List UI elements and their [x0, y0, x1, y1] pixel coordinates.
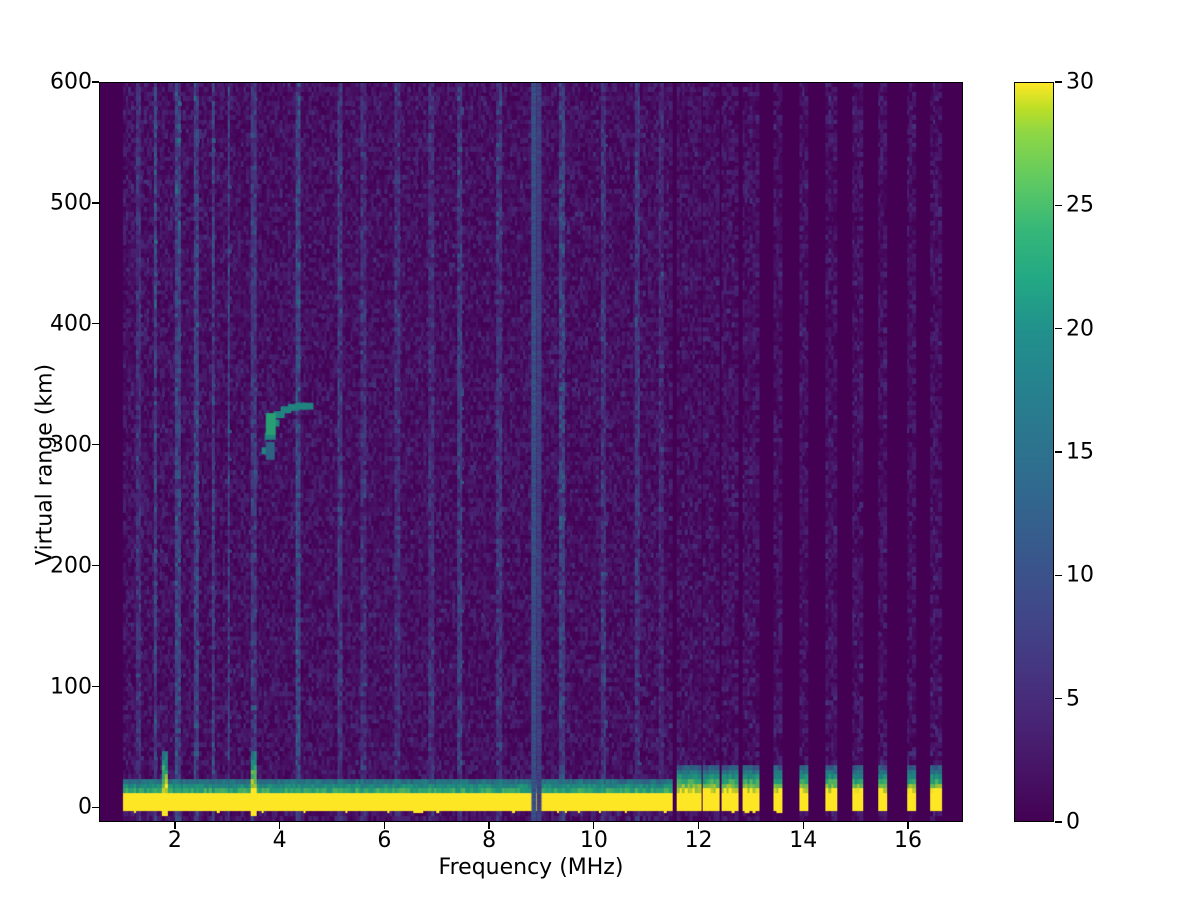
- ionogram-heatmap-canvas: [100, 83, 962, 821]
- y-axis-tick-label: 400: [50, 311, 92, 337]
- y-axis-tick-label: 200: [50, 553, 92, 579]
- y-axis-tick-label: 600: [50, 69, 92, 95]
- x-axis-tick-label: 6: [377, 828, 392, 853]
- x-axis-tick-label: 12: [684, 828, 713, 853]
- colorbar-tick-label: 25: [1066, 192, 1094, 218]
- x-axis-tick-mark: [174, 822, 176, 829]
- colorbar: [1014, 82, 1054, 822]
- colorbar-tick-label: 10: [1066, 562, 1094, 588]
- x-axis-tick-label: 4: [272, 828, 287, 853]
- y-axis-tick-mark: [92, 444, 99, 446]
- y-axis-tick-label: 500: [50, 190, 92, 216]
- colorbar-tick-mark: [1055, 81, 1062, 83]
- x-axis-tick-mark: [383, 822, 386, 829]
- ionogram-plot-area: [99, 82, 963, 822]
- colorbar-tick-label: 0: [1066, 809, 1080, 835]
- x-axis-tick-mark: [802, 822, 804, 829]
- x-axis-tick-label: 2: [167, 828, 182, 853]
- y-axis-tick-label: 300: [50, 432, 92, 458]
- x-axis-tick-mark: [907, 822, 909, 829]
- colorbar-tick-label: 20: [1066, 316, 1094, 342]
- colorbar-tick-mark: [1055, 574, 1062, 576]
- colorbar-tick-mark: [1055, 451, 1062, 453]
- x-axis-tick-mark: [593, 822, 595, 829]
- colorbar-tick-mark: [1055, 204, 1062, 206]
- colorbar-tick-label: 30: [1066, 69, 1094, 95]
- y-axis-tick-label: 0: [78, 794, 92, 820]
- colorbar-tick-label: 5: [1066, 686, 1080, 712]
- y-axis-tick-mark: [92, 685, 99, 688]
- x-axis-tick-label: 8: [482, 828, 497, 853]
- x-axis-tick-label: 14: [789, 828, 818, 853]
- x-axis-tick-label: 10: [579, 828, 608, 853]
- colorbar-tick-mark: [1055, 698, 1062, 700]
- x-axis-tick-mark: [488, 822, 490, 829]
- y-axis-tick-label: 100: [50, 674, 92, 700]
- colorbar-tick-label: 15: [1066, 439, 1094, 465]
- colorbar-tick-mark: [1055, 328, 1062, 330]
- x-axis-tick-label: 16: [894, 828, 923, 853]
- y-axis-tick-mark: [92, 323, 99, 325]
- y-axis-tick-mark: [92, 81, 99, 83]
- x-axis-tick-mark: [697, 822, 700, 829]
- y-axis-tick-mark: [92, 202, 99, 204]
- y-axis-tick-mark: [92, 806, 99, 809]
- y-axis-tick-mark: [92, 565, 99, 567]
- x-axis-label: Frequency (MHz): [438, 855, 624, 880]
- colorbar-tick-mark: [1055, 821, 1062, 823]
- x-axis-tick-mark: [279, 822, 281, 829]
